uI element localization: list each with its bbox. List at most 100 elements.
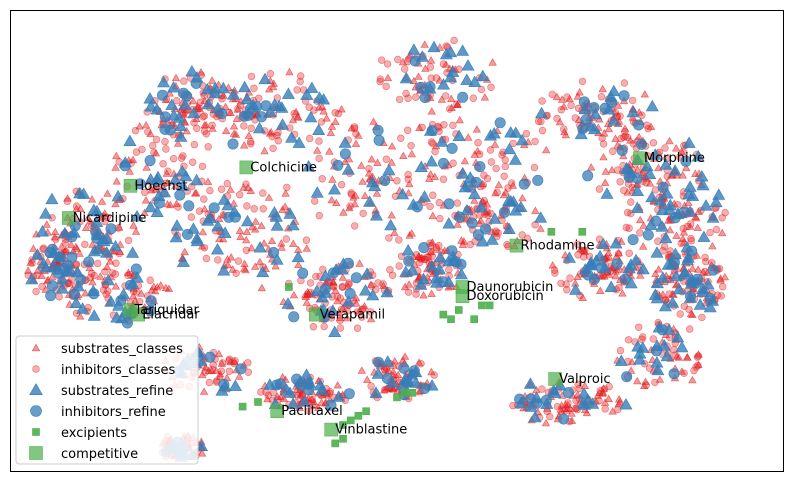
inhibitors_refine-point (633, 119, 645, 131)
substrates_classes-point (248, 222, 257, 231)
substrates_refine-point (281, 87, 295, 99)
substrates_refine-point (240, 92, 254, 105)
substrates_refine-point (548, 386, 562, 398)
substrates_classes-point (420, 40, 429, 48)
inhibitors_classes-point (111, 270, 120, 278)
inhibitors_refine-point (453, 211, 465, 223)
substrates_classes-point (198, 227, 208, 236)
substrates_refine-point (709, 195, 723, 208)
substrates_classes-point (87, 195, 97, 203)
substrates_classes-point (125, 167, 134, 175)
inhibitors_classes-point (412, 93, 420, 101)
legend-label-substrates_refine: substrates_refine (61, 384, 173, 399)
inhibitors_classes-point (428, 252, 436, 260)
inhibitors_classes-point (274, 128, 282, 137)
substrates_refine-point (699, 199, 713, 211)
substrates_refine-point (399, 265, 413, 277)
inhibitors_classes-point (293, 86, 301, 94)
inhibitors_classes-point (310, 106, 318, 114)
substrates_classes-point (342, 314, 352, 322)
substrates_refine-point (614, 354, 628, 366)
substrates_refine-point (436, 78, 451, 90)
substrates_classes-point (97, 197, 107, 205)
substrates_refine-point (604, 280, 618, 293)
inhibitors_classes-point (543, 407, 551, 416)
inhibitors_classes-point (649, 335, 657, 343)
substrates_classes-point (235, 372, 244, 380)
inhibitors_classes-point (600, 385, 609, 393)
inhibitors_classes-point (319, 265, 327, 274)
inhibitors_refine-point (558, 413, 570, 425)
annotation-label: Valproic (559, 372, 611, 387)
substrates_refine-point (666, 296, 680, 308)
substrates_classes-point (604, 248, 613, 257)
inhibitors_refine-point (418, 242, 430, 254)
substrates_refine-point (669, 269, 683, 282)
inhibitors_classes-point (427, 138, 436, 146)
inhibitors_refine-point (235, 363, 247, 375)
substrates_classes-point (426, 56, 436, 64)
competitive-point (123, 179, 138, 193)
competitive-point (131, 307, 145, 322)
inhibitors_classes-point (178, 154, 186, 162)
competitive-point (548, 372, 562, 386)
inhibitors_classes-point (144, 128, 152, 136)
inhibitors_classes-point (404, 94, 412, 102)
inhibitors_refine-point (650, 215, 662, 227)
inhibitors_refine-point (46, 280, 58, 292)
inhibitors_refine-point (514, 393, 526, 405)
inhibitors_classes-point (376, 75, 385, 83)
inhibitors_classes-point (247, 72, 256, 81)
substrates_refine-point (338, 136, 352, 148)
substrates_classes-point (340, 157, 350, 165)
substrates_refine-point (286, 218, 300, 231)
inhibitors_classes-point (382, 82, 390, 91)
inhibitors_refine-point (271, 379, 283, 391)
substrates_classes-point (140, 208, 149, 216)
inhibitors_refine-point (419, 382, 431, 394)
inhibitors_refine-point (419, 92, 431, 104)
substrates_refine-point (315, 290, 330, 303)
substrates_classes-point (322, 114, 331, 122)
legend-label-substrates_classes: substrates_classes (61, 342, 183, 357)
substrates_classes-point (129, 221, 138, 229)
inhibitors_refine-point (457, 91, 469, 103)
inhibitors_classes-point (273, 94, 281, 102)
inhibitors_refine-point (342, 257, 354, 269)
substrates_refine-point (300, 88, 314, 100)
inhibitors_classes-point (269, 144, 277, 153)
substrates_refine-point (369, 209, 383, 221)
substrates_refine-point (190, 234, 204, 247)
inhibitors_classes-point (202, 130, 211, 138)
excipients-point (547, 228, 556, 236)
substrates_refine-point (221, 198, 235, 211)
inhibitors_classes-point (492, 227, 500, 235)
substrates_classes-point (618, 289, 627, 297)
substrates_classes-point (573, 272, 582, 281)
inhibitors_classes-point (614, 250, 623, 258)
substrates_classes-point (566, 404, 575, 412)
inhibitors_classes-point (522, 130, 531, 138)
inhibitors_classes-point (394, 55, 402, 64)
substrates_refine-point (108, 239, 123, 252)
inhibitors_refine-point (437, 276, 449, 288)
substrates_refine-point (653, 194, 667, 206)
substrates_classes-point (81, 223, 91, 231)
inhibitors_classes-point (112, 259, 120, 267)
inhibitors_classes-point (435, 199, 443, 207)
inhibitors_classes-point (38, 282, 46, 291)
substrates_classes-point (277, 239, 286, 247)
inhibitors_refine-point (455, 258, 467, 270)
legend-marker-inhibitors_refine (30, 405, 42, 417)
substrates_classes-point (683, 353, 692, 361)
substrates_refine-point (534, 211, 548, 223)
inhibitors_refine-point (45, 290, 57, 302)
inhibitors_classes-point (636, 229, 644, 237)
substrates_refine-point (600, 187, 614, 199)
substrates_classes-point (141, 196, 151, 204)
substrates_refine-point (365, 175, 380, 188)
substrates_classes-point (681, 163, 691, 172)
inhibitors_classes-point (453, 199, 461, 207)
inhibitors_classes-point (412, 290, 420, 298)
inhibitors_classes-point (305, 407, 313, 415)
